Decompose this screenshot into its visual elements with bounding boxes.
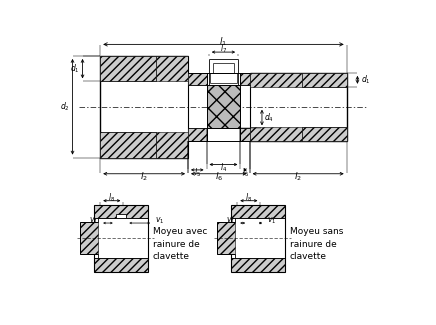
Bar — [240, 128, 250, 141]
Text: $d_1$: $d_1$ — [70, 62, 79, 75]
Bar — [188, 128, 207, 141]
Bar — [156, 132, 188, 158]
Text: $d_2$: $d_2$ — [60, 100, 69, 113]
Text: $l_4$: $l_4$ — [220, 161, 227, 174]
Bar — [116, 214, 126, 218]
Text: $l_1$: $l_1$ — [219, 35, 228, 47]
Text: $v_1$: $v_1$ — [226, 215, 236, 226]
Text: $l_2$: $l_2$ — [140, 171, 148, 183]
Bar — [231, 204, 285, 218]
Bar — [302, 73, 347, 87]
Bar — [207, 85, 240, 128]
Text: $l_5$: $l_5$ — [194, 167, 201, 179]
Text: $l_5$: $l_5$ — [242, 167, 249, 179]
Bar — [156, 56, 188, 81]
Bar — [231, 258, 285, 272]
Text: $l_2$: $l_2$ — [294, 171, 302, 183]
Text: $d_1$: $d_1$ — [361, 73, 370, 86]
Bar — [94, 258, 148, 272]
Bar — [250, 73, 302, 87]
Bar — [188, 73, 207, 85]
Bar — [94, 204, 148, 218]
Text: $v_1$: $v_1$ — [154, 215, 164, 226]
Text: $v_1$: $v_1$ — [266, 215, 276, 226]
Bar — [217, 222, 235, 254]
Bar — [100, 56, 156, 81]
Text: Moyeu avec
rainure de
clavette: Moyeu avec rainure de clavette — [153, 227, 207, 261]
Text: $l_6$: $l_6$ — [215, 171, 223, 183]
Text: $l_8$: $l_8$ — [108, 191, 116, 204]
Bar — [250, 127, 302, 141]
Text: Moyeu sans
rainure de
clavette: Moyeu sans rainure de clavette — [290, 227, 343, 261]
Text: $l_8$: $l_8$ — [245, 191, 252, 204]
Text: $l_7$: $l_7$ — [220, 43, 227, 55]
Text: $v_1$: $v_1$ — [89, 215, 99, 226]
Text: $d_4$: $d_4$ — [264, 111, 274, 124]
Bar — [302, 127, 347, 141]
Bar — [240, 73, 250, 85]
Bar — [100, 132, 156, 158]
Bar — [80, 222, 98, 254]
